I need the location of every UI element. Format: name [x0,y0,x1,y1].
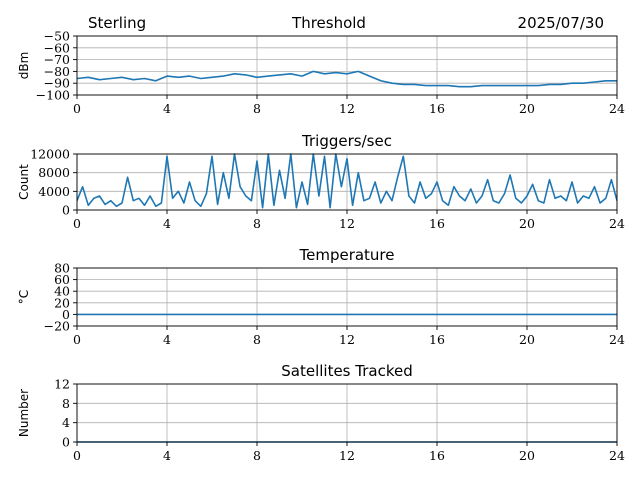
y-tick-label: −20 [44,319,70,334]
y-tick-label: −90 [44,76,70,91]
y-tick-label: 80 [54,261,70,276]
chart-panel-2: 0 4 8 12 16 20 24 0 4000 8000 12000 Triggers/sec Cou… [17,132,625,231]
x-tick-label: 16 [429,332,445,347]
y-tick-label: 0 [62,435,70,450]
x-tick-label: 0 [73,101,81,116]
series-line [77,153,617,209]
x-tick-label: 8 [253,332,261,347]
x-tick-label: 24 [609,101,625,116]
y-tick-label: 0 [62,203,70,218]
y-axis-label: °C [17,290,31,304]
y-tick-label: 8000 [38,165,70,180]
chart-title: Triggers/sec [301,132,392,150]
x-tick-label: 4 [163,448,171,463]
y-tick-label: 0 [62,307,70,322]
x-tick-label: 16 [429,101,445,116]
y-tick-label: 40 [54,284,70,299]
x-tick-label: 20 [519,448,535,463]
x-tick-label: 8 [253,448,261,463]
x-tick-label: 8 [253,216,261,231]
x-tick-label: 16 [429,448,445,463]
y-tick-label: 60 [54,272,70,287]
x-tick-label: 20 [519,216,535,231]
chart-panel-1: 0 4 8 12 16 20 24 −100−90−80−70−60−50 Threshold d… [17,14,625,116]
y-tick-label: −100 [36,88,70,103]
station-name: Sterling [88,14,146,32]
y-tick-label: 8 [62,396,70,411]
x-tick-label: 8 [253,101,261,116]
chart-title: Threshold [291,14,366,32]
y-tick-label: −70 [44,52,70,67]
x-tick-label: 24 [609,332,625,347]
x-tick-label: 12 [339,332,355,347]
y-tick-label: 4 [62,415,70,430]
chart-title: Temperature [298,246,394,264]
x-tick-label: 0 [73,448,81,463]
series-line [77,70,617,88]
y-tick-label: −80 [44,64,70,79]
x-tick-label: 12 [339,448,355,463]
report-date: 2025/07/30 [518,14,604,32]
y-tick-label: 20 [54,295,70,310]
x-tick-label: 4 [163,101,171,116]
x-tick-label: 0 [73,332,81,347]
x-tick-label: 20 [519,101,535,116]
x-tick-label: 12 [339,216,355,231]
x-tick-label: 4 [163,332,171,347]
x-tick-label: 16 [429,216,445,231]
x-tick-label: 4 [163,216,171,231]
y-axis-label: Number [17,389,31,437]
y-tick-label: 4000 [38,184,70,199]
x-tick-label: 12 [339,101,355,116]
y-tick-label: −60 [44,40,70,55]
x-tick-label: 24 [609,216,625,231]
y-tick-label: 12000 [30,147,70,162]
chart-panel-4: 0 4 8 12 16 20 24 0 4 8 12 Satellites Tracked Number [17,362,625,463]
x-tick-label: 0 [73,216,81,231]
y-axis-label: dBm [17,52,31,80]
chart-title: Satellites Tracked [281,362,412,380]
y-axis-label: Count [17,164,31,200]
x-tick-label: 24 [609,448,625,463]
x-tick-label: 20 [519,332,535,347]
y-tick-label: 12 [54,377,70,392]
y-tick-label: −50 [44,29,70,44]
